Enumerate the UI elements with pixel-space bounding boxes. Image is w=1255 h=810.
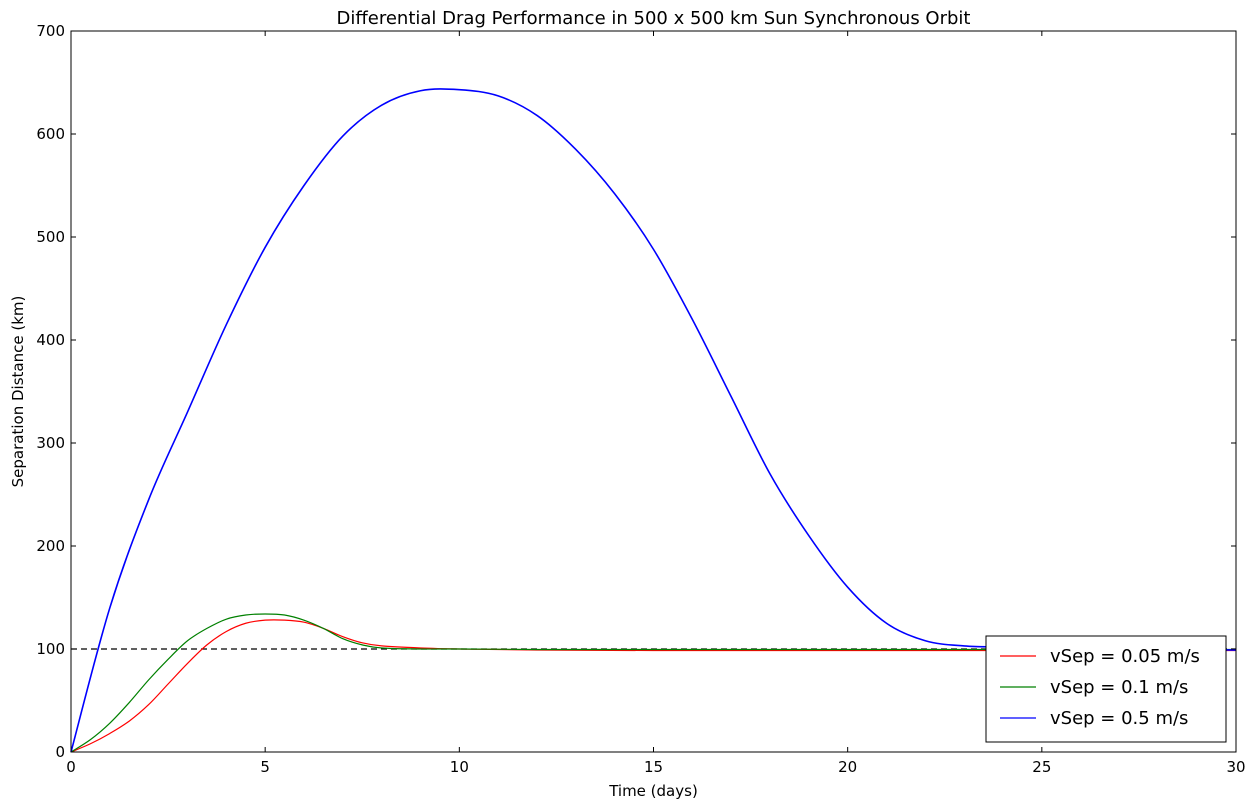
y-axis: 0 100 200 300 400 500 600 700 <box>36 22 1236 761</box>
x-tick-label: 0 <box>66 758 76 776</box>
legend-label: vSep = 0.5 m/s <box>1050 708 1188 729</box>
x-tick-label: 15 <box>644 758 663 776</box>
y-tick-label: 400 <box>36 331 65 349</box>
y-axis-label: Separation Distance (km) <box>9 296 27 488</box>
x-axis-label: Time (days) <box>608 782 698 800</box>
x-tick-label: 30 <box>1226 758 1245 776</box>
legend-box <box>985 635 1227 743</box>
y-tick-label: 0 <box>55 743 65 761</box>
x-axis: 0 5 10 15 20 25 30 <box>66 31 1246 776</box>
y-tick-label: 300 <box>36 434 65 452</box>
y-tick-label: 500 <box>36 228 65 246</box>
chart-title: Differential Drag Performance in 500 x 5… <box>337 8 971 29</box>
legend-label: vSep = 0.05 m/s <box>1050 646 1200 667</box>
legend-label: vSep = 0.1 m/s <box>1050 677 1188 698</box>
series-line-1 <box>70 619 1236 753</box>
y-tick-label: 600 <box>36 125 65 143</box>
x-tick-label: 10 <box>450 758 469 776</box>
x-tick-label: 5 <box>260 758 270 776</box>
x-tick-label: 20 <box>838 758 857 776</box>
y-tick-label: 200 <box>36 537 65 555</box>
legend: vSep = 0.05 m/s vSep = 0.1 m/s vSep = 0.5 … <box>985 635 1227 743</box>
series-line-2 <box>70 613 1236 753</box>
y-tick-label: 700 <box>36 22 65 40</box>
y-tick-label: 100 <box>36 640 65 658</box>
x-tick-label: 25 <box>1032 758 1051 776</box>
